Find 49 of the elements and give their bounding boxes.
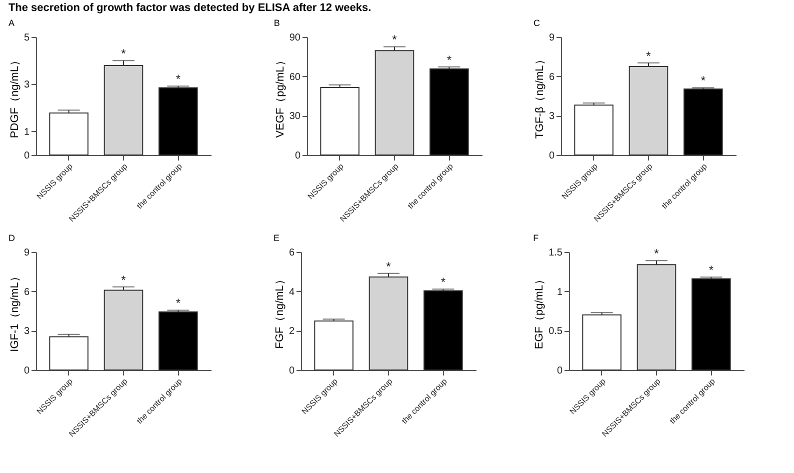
y-tick-label: 2 <box>288 326 295 338</box>
y-tick-label: 9 <box>548 32 555 44</box>
chart-subtitle: A <box>8 18 14 28</box>
chart-subtitle: C <box>533 18 540 28</box>
y-tick-label: 9 <box>24 248 30 258</box>
y-tick-label: 3 <box>24 326 30 338</box>
annotation: * <box>646 48 652 63</box>
y-tick-label: 1 <box>556 286 563 298</box>
y-tick-label: 1.5 <box>548 248 563 258</box>
chart-title: The secretion of growth factor was detected by ELISA after 12 weeks. <box>8 2 372 14</box>
y-axis-title: FGF（ng/mL） <box>274 274 286 349</box>
y-tick-label: 90 <box>289 32 301 44</box>
chart-subtitle: E <box>273 233 280 243</box>
y-tick-label: 4 <box>288 286 295 298</box>
y-tick-label: 1 <box>24 126 30 138</box>
chart-subtitle: F <box>533 233 540 243</box>
annotation: * <box>708 263 714 278</box>
y-axis-title: IGF-1（ng/mL） <box>8 271 21 352</box>
annotation: * <box>121 272 126 287</box>
annotation: * <box>446 52 452 67</box>
annotation: * <box>700 74 706 88</box>
y-tick-label: 0.5 <box>548 326 563 338</box>
y-tick-label: 0 <box>548 150 555 162</box>
y-tick-label: 3 <box>548 111 555 122</box>
y-tick-label: 6 <box>24 286 30 298</box>
y-tick-label: 0 <box>294 150 301 162</box>
chart-subtitle: B <box>274 18 280 28</box>
annotation: * <box>121 46 126 61</box>
annotation: * <box>176 72 181 86</box>
annotation: * <box>654 246 660 261</box>
y-tick-label: 6 <box>288 248 295 258</box>
y-axis-title: EGF（pg/mL） <box>534 274 546 350</box>
annotation: * <box>386 259 392 274</box>
y-axis-title: PDGF（ng/mL） <box>8 54 21 138</box>
y-axis-title: VEGF（pg/mL） <box>274 55 286 138</box>
chart-subtitle: D <box>8 233 16 243</box>
y-tick-label: 0 <box>24 366 30 376</box>
annotation: * <box>440 275 446 290</box>
y-tick-label: 60 <box>289 72 301 83</box>
y-tick-label: 0 <box>288 366 295 376</box>
y-axis-title: TGF-β（ng/mL） <box>534 54 546 139</box>
y-tick-label: 30 <box>289 111 301 122</box>
y-tick-label: 0 <box>556 366 563 376</box>
y-tick-label: 0 <box>24 150 30 162</box>
y-tick-label: 5 <box>24 32 30 44</box>
y-tick-label: 3 <box>24 80 30 91</box>
annotation: * <box>176 296 181 310</box>
annotation: * <box>392 32 398 47</box>
y-tick-label: 6 <box>548 72 555 83</box>
